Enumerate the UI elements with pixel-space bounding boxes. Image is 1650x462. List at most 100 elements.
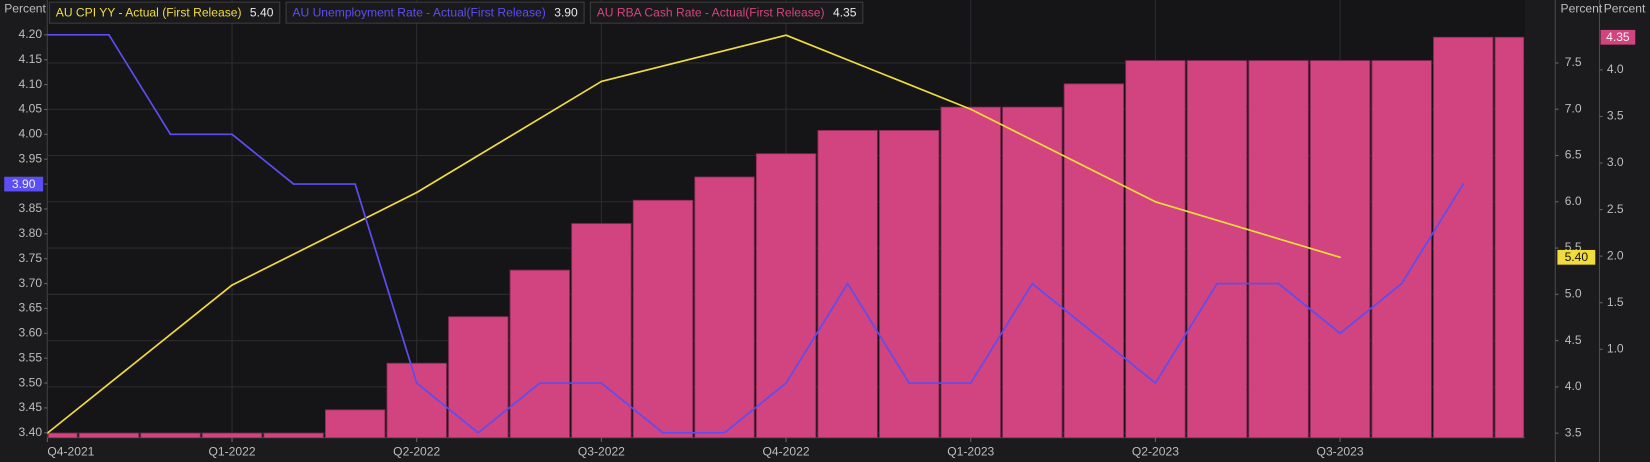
y-tick-label: 4.20 (19, 27, 43, 41)
line-segment (1093, 332, 1157, 384)
bar (1371, 60, 1432, 438)
value-tag-label: 4.35 (1606, 30, 1630, 44)
line-segment (1400, 183, 1465, 285)
y-tick-label: 3.45 (19, 400, 43, 414)
bar (1186, 60, 1248, 438)
bar (755, 153, 817, 438)
y-tick-label: 4.15 (19, 52, 43, 66)
bar (448, 316, 509, 438)
y2-tick-label: 4.0 (1565, 379, 1582, 393)
y3-tick-label: 1.5 (1607, 295, 1624, 309)
bar (1248, 60, 1309, 438)
value-tag (4, 176, 44, 192)
bar (509, 269, 570, 438)
y-tick-label: 3.40 (19, 425, 43, 439)
x-tick-label: Q2-2022 (393, 445, 440, 459)
y-tick-label: 3.75 (19, 251, 43, 265)
x-tick-label: Q1-2023 (947, 445, 994, 459)
value-tag (1600, 29, 1636, 45)
y-tick-label: 4.05 (19, 102, 43, 116)
line-segment (477, 382, 541, 434)
line-segment (415, 80, 603, 194)
bar (694, 176, 755, 438)
legend-item: AU RBA Cash Rate - Actual(First Release)… (589, 1, 864, 24)
line-segment (785, 34, 972, 111)
legend-value: 3.90 (554, 5, 578, 19)
y2-tick-label: 7.5 (1565, 55, 1582, 69)
line-segment (1154, 200, 1341, 259)
line-segment (231, 191, 418, 286)
x-tick-label: Q4-2021 (47, 445, 94, 459)
y2-tick-label: 5.0 (1565, 287, 1582, 301)
bar (1309, 60, 1371, 438)
bar (1063, 83, 1125, 438)
y2-tick-label: 4.5 (1565, 333, 1582, 347)
plot-layer (47, 0, 1525, 438)
bar (1494, 36, 1525, 438)
legend-label: AU RBA Cash Rate - Actual(First Release) (597, 5, 825, 19)
value-tag-label: 5.40 (1565, 250, 1589, 264)
line-segment (47, 284, 233, 434)
bar (940, 106, 1001, 438)
legend-value: 5.40 (250, 5, 274, 19)
line-segment (1031, 282, 1095, 335)
y-tick-label: 3.95 (19, 151, 43, 165)
bar (632, 199, 694, 438)
y3-tick-label: 4.0 (1607, 62, 1624, 76)
y3-tick-label: 3.0 (1607, 155, 1624, 169)
bar (47, 432, 78, 438)
y3-tick-label: 2.0 (1607, 248, 1624, 262)
y-tick-label: 4.00 (19, 127, 43, 141)
bar (140, 432, 201, 438)
bar (263, 432, 324, 438)
y2-tick-label: 7.0 (1565, 101, 1582, 115)
y2-tick-label: 3.5 (1565, 425, 1582, 439)
bar (1433, 36, 1494, 438)
value-tag (1557, 249, 1596, 265)
legend-item: AU Unemployment Rate - Actual(First Rele… (285, 1, 585, 24)
y-tick-label: 3.60 (19, 326, 43, 340)
bar (201, 432, 263, 438)
line-segment (1339, 282, 1403, 335)
y-tick-label: 3.85 (19, 201, 43, 215)
y-tick-label: 3.65 (19, 301, 43, 315)
line-segment (785, 282, 849, 384)
legend-box (285, 1, 585, 24)
line-segment (969, 282, 1034, 384)
y2-tick-label: 6.0 (1565, 194, 1582, 208)
line-segment (723, 382, 787, 434)
legend-box (48, 1, 281, 24)
bar (325, 409, 386, 438)
x-tick-label: Q1-2022 (208, 445, 255, 459)
line-segment (415, 382, 480, 434)
y-axis-title: Percent (4, 2, 46, 16)
bar (386, 362, 447, 438)
line-segment (600, 34, 787, 83)
y-tick-label: 3.80 (19, 226, 43, 240)
legend-label: AU Unemployment Rate - Actual(First Rele… (292, 5, 545, 19)
line-segment (846, 282, 911, 384)
bar (571, 223, 632, 438)
y3-tick-label: 3.5 (1607, 109, 1624, 123)
line-segment (600, 382, 664, 434)
y3-axis-title: Percent (1604, 2, 1646, 16)
y2-axis-title: Percent (1561, 2, 1603, 16)
line-segment (108, 34, 172, 136)
x-tick-label: Q3-2022 (578, 445, 625, 459)
x-tick-label: Q4-2022 (763, 445, 810, 459)
x-tick-label: Q3-2023 (1317, 445, 1364, 459)
x-tick-label: Q2-2023 (1132, 445, 1179, 459)
y3-tick-label: 2.5 (1607, 202, 1624, 216)
y-tick-label: 3.70 (19, 276, 43, 290)
bar (1002, 106, 1063, 438)
y-tick-label: 3.50 (19, 375, 43, 389)
bar (1125, 60, 1186, 438)
bar (879, 129, 940, 438)
line-segment (231, 133, 295, 185)
legend-item: AU CPI YY - Actual (First Release) 5.40 (48, 1, 281, 24)
legend-value: 4.35 (833, 5, 857, 19)
y2-tick-label: 6.5 (1565, 148, 1582, 162)
legend-box (589, 1, 864, 24)
line-segment (969, 108, 1157, 203)
line-segment (354, 183, 418, 384)
